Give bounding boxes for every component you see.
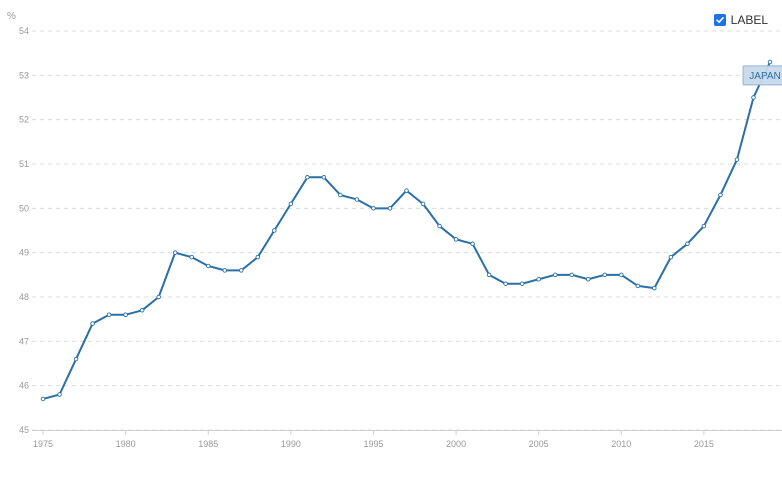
data-point[interactable]: [685, 241, 690, 247]
grid-layer: [32, 30, 782, 431]
data-point[interactable]: [619, 272, 624, 278]
data-point[interactable]: [222, 268, 227, 273]
x-tick-label: 2000: [446, 439, 466, 449]
data-point[interactable]: [40, 396, 46, 402]
x-tick-label: 1975: [33, 439, 53, 449]
data-point[interactable]: [387, 206, 393, 211]
axis-layer: % 45 46 47 48 49 50 51 52 53 54 1975 1980 1985 1990 19…: [7, 11, 714, 449]
legend-label: LABEL: [730, 13, 768, 27]
data-point[interactable]: [635, 283, 641, 289]
data-point[interactable]: [90, 321, 95, 326]
data-point[interactable]: [470, 241, 475, 247]
y-tick-label: 45: [19, 425, 29, 435]
data-point[interactable]: [156, 294, 161, 300]
y-tick-label: 49: [19, 248, 29, 258]
data-point[interactable]: [139, 308, 145, 313]
data-point[interactable]: [354, 197, 360, 202]
y-tick-label: 48: [19, 292, 29, 302]
data-point[interactable]: [569, 272, 574, 278]
x-tick-label: 1995: [363, 439, 383, 449]
data-point[interactable]: [751, 95, 756, 100]
data-point[interactable]: [305, 175, 310, 180]
data-point[interactable]: [106, 312, 112, 317]
data-point[interactable]: [536, 277, 541, 282]
data-point[interactable]: [239, 268, 244, 273]
data-point[interactable]: [586, 277, 591, 282]
data-point[interactable]: [420, 201, 426, 207]
data-point[interactable]: [734, 157, 740, 162]
data-point[interactable]: [767, 59, 773, 65]
data-point[interactable]: [718, 192, 723, 198]
data-point[interactable]: [321, 175, 327, 180]
legend-checkbox[interactable]: [713, 14, 726, 26]
data-point[interactable]: [73, 356, 79, 362]
data-point[interactable]: [371, 206, 376, 211]
data-point[interactable]: [701, 223, 707, 229]
x-tick-label: 1990: [281, 439, 301, 449]
y-axis-unit-label: %: [7, 11, 16, 22]
y-tick-label: 54: [19, 26, 29, 36]
x-tick-label: 2010: [611, 439, 631, 449]
data-point[interactable]: [503, 281, 508, 286]
data-point[interactable]: [652, 285, 657, 291]
data-point[interactable]: [172, 250, 178, 255]
data-point[interactable]: [602, 272, 608, 278]
x-tick-label: 1980: [116, 439, 136, 449]
data-point[interactable]: [453, 237, 459, 242]
data-point[interactable]: [519, 281, 525, 286]
data-point[interactable]: [404, 188, 409, 193]
data-point[interactable]: [668, 254, 674, 260]
data-point[interactable]: [552, 272, 558, 278]
y-tick-label: 47: [19, 336, 29, 346]
data-point[interactable]: [288, 201, 294, 207]
y-tick-label: 50: [19, 203, 29, 213]
data-point[interactable]: [123, 312, 128, 317]
data-point[interactable]: [57, 392, 62, 397]
x-tick-label: 2015: [694, 439, 714, 449]
series-label-badge: [742, 65, 782, 86]
data-point[interactable]: [255, 254, 261, 260]
data-point[interactable]: [437, 223, 442, 229]
data-point[interactable]: [189, 254, 194, 260]
x-tick-label: 2005: [529, 439, 549, 449]
check-icon: [715, 17, 724, 23]
data-point[interactable]: [272, 228, 277, 233]
x-tick-label: 1985: [198, 439, 218, 449]
series-layer[interactable]: [40, 59, 773, 402]
y-tick-label: 52: [19, 115, 29, 125]
data-point[interactable]: [338, 192, 343, 198]
annotation-layer: JAPAN: [742, 65, 782, 86]
y-tick-label: 46: [19, 381, 29, 391]
y-tick-label: 51: [19, 159, 29, 169]
legend-toggle[interactable]: LABEL: [713, 13, 768, 27]
data-point[interactable]: [205, 263, 211, 269]
y-tick-label: 53: [19, 70, 29, 80]
series-label-text: JAPAN: [749, 71, 781, 82]
data-point[interactable]: [486, 272, 492, 278]
series-line-japan[interactable]: [42, 61, 771, 400]
